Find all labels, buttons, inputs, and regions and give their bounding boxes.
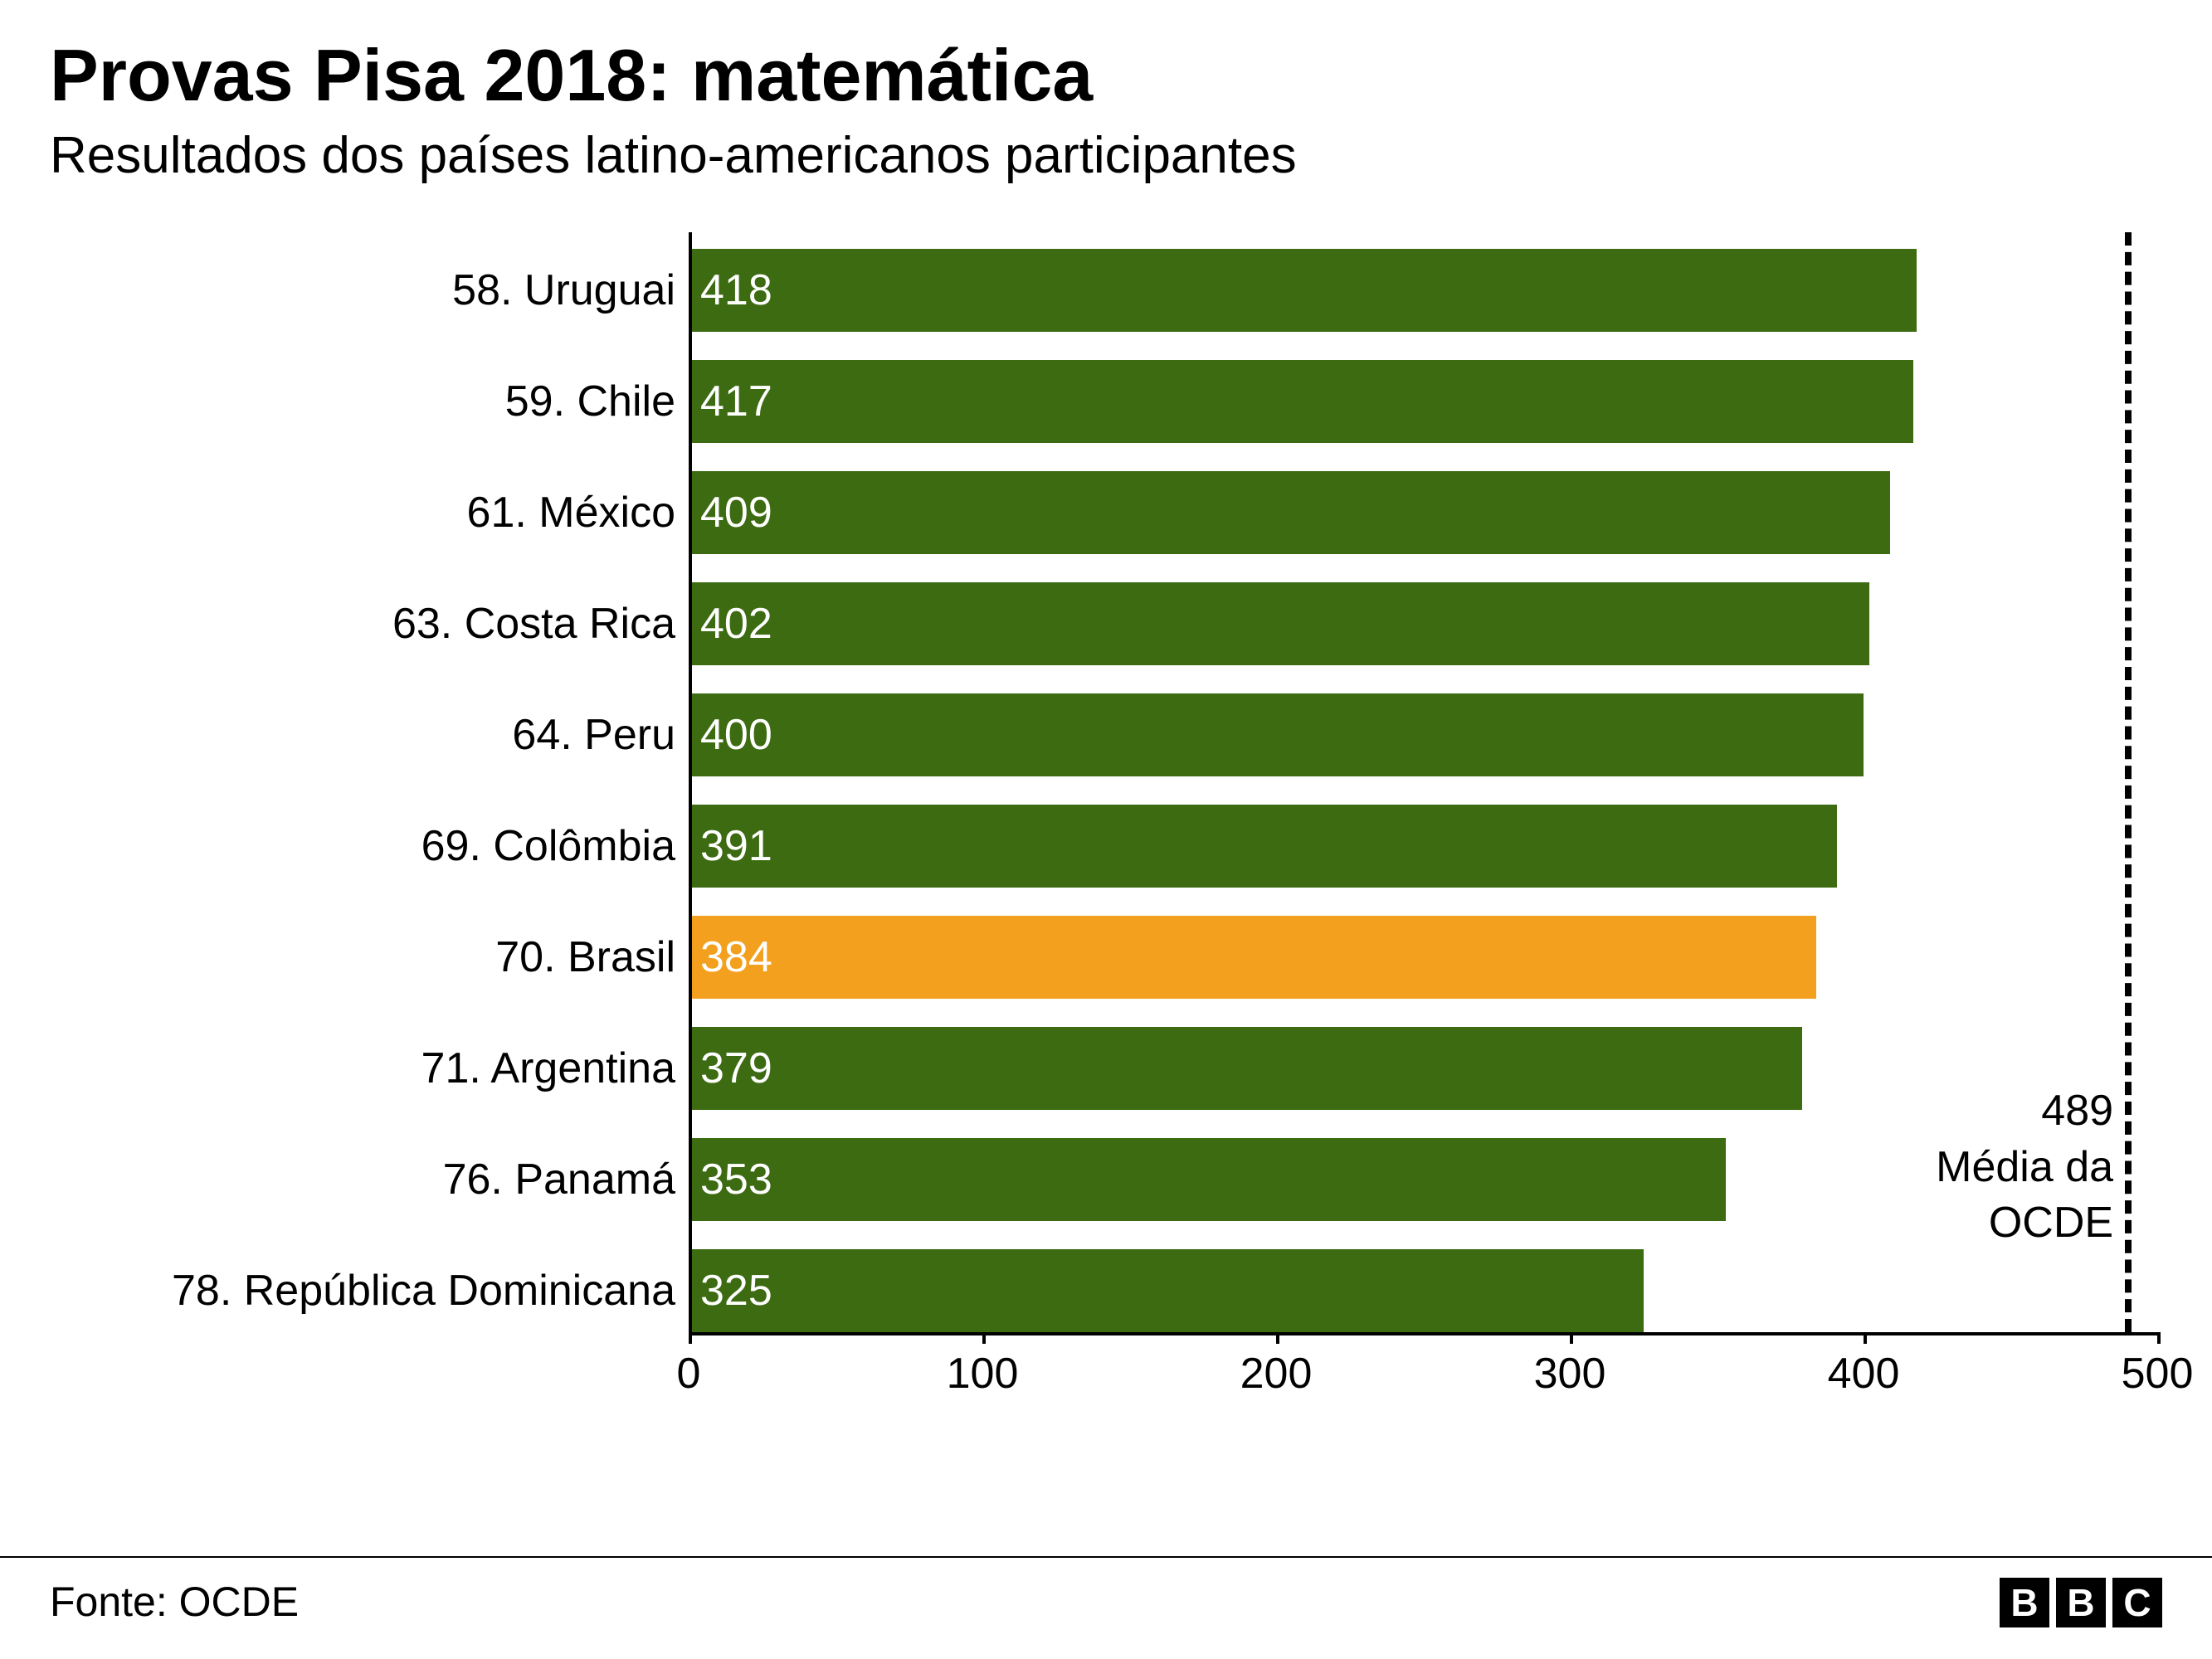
bar-value-label: 391 bbox=[700, 821, 772, 871]
y-axis-line bbox=[689, 232, 692, 1332]
reference-text-line: Média da bbox=[1798, 1140, 2113, 1196]
bar-area: 402 bbox=[689, 582, 2157, 665]
bbc-logo-box: B bbox=[2000, 1578, 2049, 1627]
bar-row: 63. Costa Rica402 bbox=[50, 582, 2157, 665]
bar bbox=[689, 582, 1869, 665]
chart-footer: Fonte: OCDE BBC bbox=[0, 1556, 2212, 1627]
bar bbox=[689, 693, 1864, 776]
bar-area: 391 bbox=[689, 805, 2157, 888]
x-tick-label: 0 bbox=[677, 1349, 701, 1399]
x-tick-mark bbox=[1864, 1332, 1867, 1344]
row-label: 71. Argentina bbox=[50, 1044, 689, 1093]
bbc-logo-box: C bbox=[2112, 1578, 2162, 1627]
x-tick-mark bbox=[1570, 1332, 1573, 1344]
bar-area: 400 bbox=[689, 693, 2157, 776]
bar-value-label: 325 bbox=[700, 1266, 772, 1316]
chart-subtitle: Resultados dos países latino-americanos … bbox=[50, 126, 2162, 185]
reference-line bbox=[2125, 232, 2132, 1332]
x-tick-mark bbox=[982, 1332, 986, 1344]
bar bbox=[689, 249, 1917, 332]
reference-label: 489Média daOCDE bbox=[1798, 1083, 2113, 1252]
bar-highlighted bbox=[689, 916, 1816, 999]
reference-value: 489 bbox=[1798, 1083, 2113, 1140]
bar bbox=[689, 360, 1913, 443]
bar-row: 78. República Dominicana325 bbox=[50, 1249, 2157, 1332]
x-tick-label: 300 bbox=[1534, 1349, 1606, 1399]
chart-container: Provas Pisa 2018: matemática Resultados … bbox=[0, 0, 2212, 1659]
bar-value-label: 409 bbox=[700, 488, 772, 538]
bar bbox=[689, 1138, 1726, 1221]
bar-row: 69. Colômbia391 bbox=[50, 805, 2157, 888]
bar bbox=[689, 1027, 1802, 1110]
x-tick-label: 400 bbox=[1828, 1349, 1900, 1399]
bar-area: 418 bbox=[689, 249, 2157, 332]
x-tick-mark bbox=[1276, 1332, 1279, 1344]
bar-value-label: 353 bbox=[700, 1155, 772, 1204]
bar-value-label: 400 bbox=[700, 710, 772, 760]
bar bbox=[689, 1249, 1644, 1332]
row-label: 76. Panamá bbox=[50, 1155, 689, 1204]
x-tick-label: 500 bbox=[2122, 1349, 2194, 1399]
bar-area: 325 bbox=[689, 1249, 2157, 1332]
bar-value-label: 384 bbox=[700, 932, 772, 982]
x-axis-line bbox=[689, 1332, 2157, 1335]
row-label: 59. Chile bbox=[50, 377, 689, 426]
bar-area: 417 bbox=[689, 360, 2157, 443]
row-label: 64. Peru bbox=[50, 710, 689, 760]
bar-value-label: 417 bbox=[700, 377, 772, 426]
bar-row: 64. Peru400 bbox=[50, 693, 2157, 776]
row-label: 58. Uruguai bbox=[50, 265, 689, 315]
bar-area: 409 bbox=[689, 471, 2157, 554]
reference-text-line: OCDE bbox=[1798, 1195, 2113, 1252]
x-tick-label: 100 bbox=[947, 1349, 1019, 1399]
bbc-logo-box: B bbox=[2056, 1578, 2106, 1627]
bar-row: 61. México409 bbox=[50, 471, 2157, 554]
bar-value-label: 379 bbox=[700, 1044, 772, 1093]
x-tick-mark bbox=[689, 1332, 692, 1344]
bbc-logo: BBC bbox=[2000, 1578, 2162, 1627]
row-label: 70. Brasil bbox=[50, 932, 689, 982]
x-tick-mark bbox=[2157, 1332, 2161, 1344]
bar-value-label: 418 bbox=[700, 265, 772, 315]
row-label: 61. México bbox=[50, 488, 689, 538]
bar bbox=[689, 471, 1890, 554]
bar bbox=[689, 805, 1837, 888]
bar-row: 59. Chile417 bbox=[50, 360, 2157, 443]
x-tick-label: 200 bbox=[1240, 1349, 1313, 1399]
bar-row: 70. Brasil384 bbox=[50, 916, 2157, 999]
row-label: 63. Costa Rica bbox=[50, 599, 689, 649]
row-label: 69. Colômbia bbox=[50, 821, 689, 871]
source-text: Fonte: OCDE bbox=[50, 1578, 299, 1626]
bar-row: 58. Uruguai418 bbox=[50, 249, 2157, 332]
bar-value-label: 402 bbox=[700, 599, 772, 649]
chart-title: Provas Pisa 2018: matemática bbox=[50, 33, 2162, 118]
bar-area: 384 bbox=[689, 916, 2157, 999]
plot-area: 58. Uruguai41859. Chile41761. México4096… bbox=[50, 249, 2157, 1394]
row-label: 78. República Dominicana bbox=[50, 1266, 689, 1316]
